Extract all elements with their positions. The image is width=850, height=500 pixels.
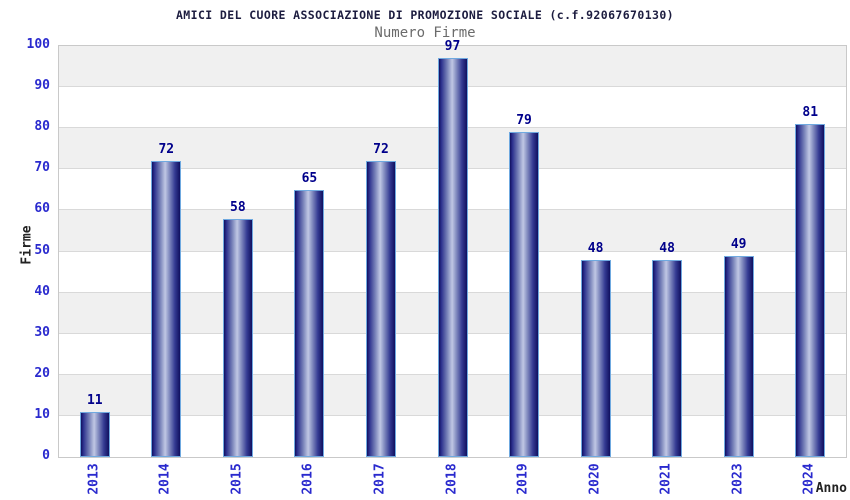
x-tick-label: 2019 <box>515 463 531 495</box>
bar-2018 <box>437 58 468 457</box>
bar-2016 <box>294 189 325 457</box>
x-tick-label: 2023 <box>730 463 746 495</box>
y-tick-label: 10 <box>34 406 50 422</box>
bar-value-label: 49 <box>730 236 747 252</box>
x-tick-label: 2020 <box>587 463 603 495</box>
bar-value-label: 72 <box>158 142 175 158</box>
bar-2019 <box>509 132 540 457</box>
x-tick-label: 2013 <box>86 463 102 495</box>
bar-2020 <box>580 259 611 457</box>
bar-value-label: 81 <box>802 105 819 121</box>
bar-value-label: 58 <box>230 199 246 215</box>
y-tick-label: 70 <box>34 160 50 176</box>
x-tick-label: 2014 <box>157 463 173 495</box>
y-tick-label: 20 <box>34 365 50 381</box>
y-tick-label: 40 <box>34 283 50 299</box>
x-tick-label: 2018 <box>444 463 459 495</box>
bar-2021 <box>652 259 683 457</box>
bar-value-label: 11 <box>86 392 103 408</box>
y-tick-label: 90 <box>34 78 50 94</box>
bar-value-label: 48 <box>587 240 604 256</box>
bar-2014 <box>151 161 182 457</box>
y-tick-label: 30 <box>34 324 50 340</box>
y-tick-label: 100 <box>26 37 50 52</box>
x-tick-label: 2024 <box>801 463 817 495</box>
x-tick-label: 2017 <box>372 463 388 495</box>
bar-2013 <box>79 411 110 457</box>
bar-value-label: 48 <box>659 240 675 256</box>
y-tick-label: 0 <box>42 448 50 463</box>
y-tick-label: 50 <box>34 242 50 258</box>
bar-2023 <box>723 255 754 457</box>
bar-value-label: 97 <box>444 39 461 55</box>
chart-subtitle: Numero Firme <box>374 25 476 41</box>
x-axis-title: Anno <box>815 481 847 496</box>
bar-value-label: 79 <box>516 113 532 129</box>
x-tick-label: 2021 <box>658 463 674 495</box>
y-tick-label: 60 <box>34 201 50 217</box>
plot-area: 11 72 58 65 72 97 79 48 48 49 81 <box>58 40 847 458</box>
bar-2017 <box>365 161 396 457</box>
bar-2015 <box>222 218 253 457</box>
bar-value-label: 65 <box>301 170 318 186</box>
x-tick-label: 2016 <box>300 463 316 495</box>
chart-title: AMICI DEL CUORE ASSOCIAZIONE DI PROMOZIO… <box>175 8 674 22</box>
y-tick-label: 80 <box>34 119 50 135</box>
bar-value-label: 72 <box>373 142 389 158</box>
bar-2024 <box>795 124 826 457</box>
x-tick-label: 2015 <box>229 463 245 495</box>
